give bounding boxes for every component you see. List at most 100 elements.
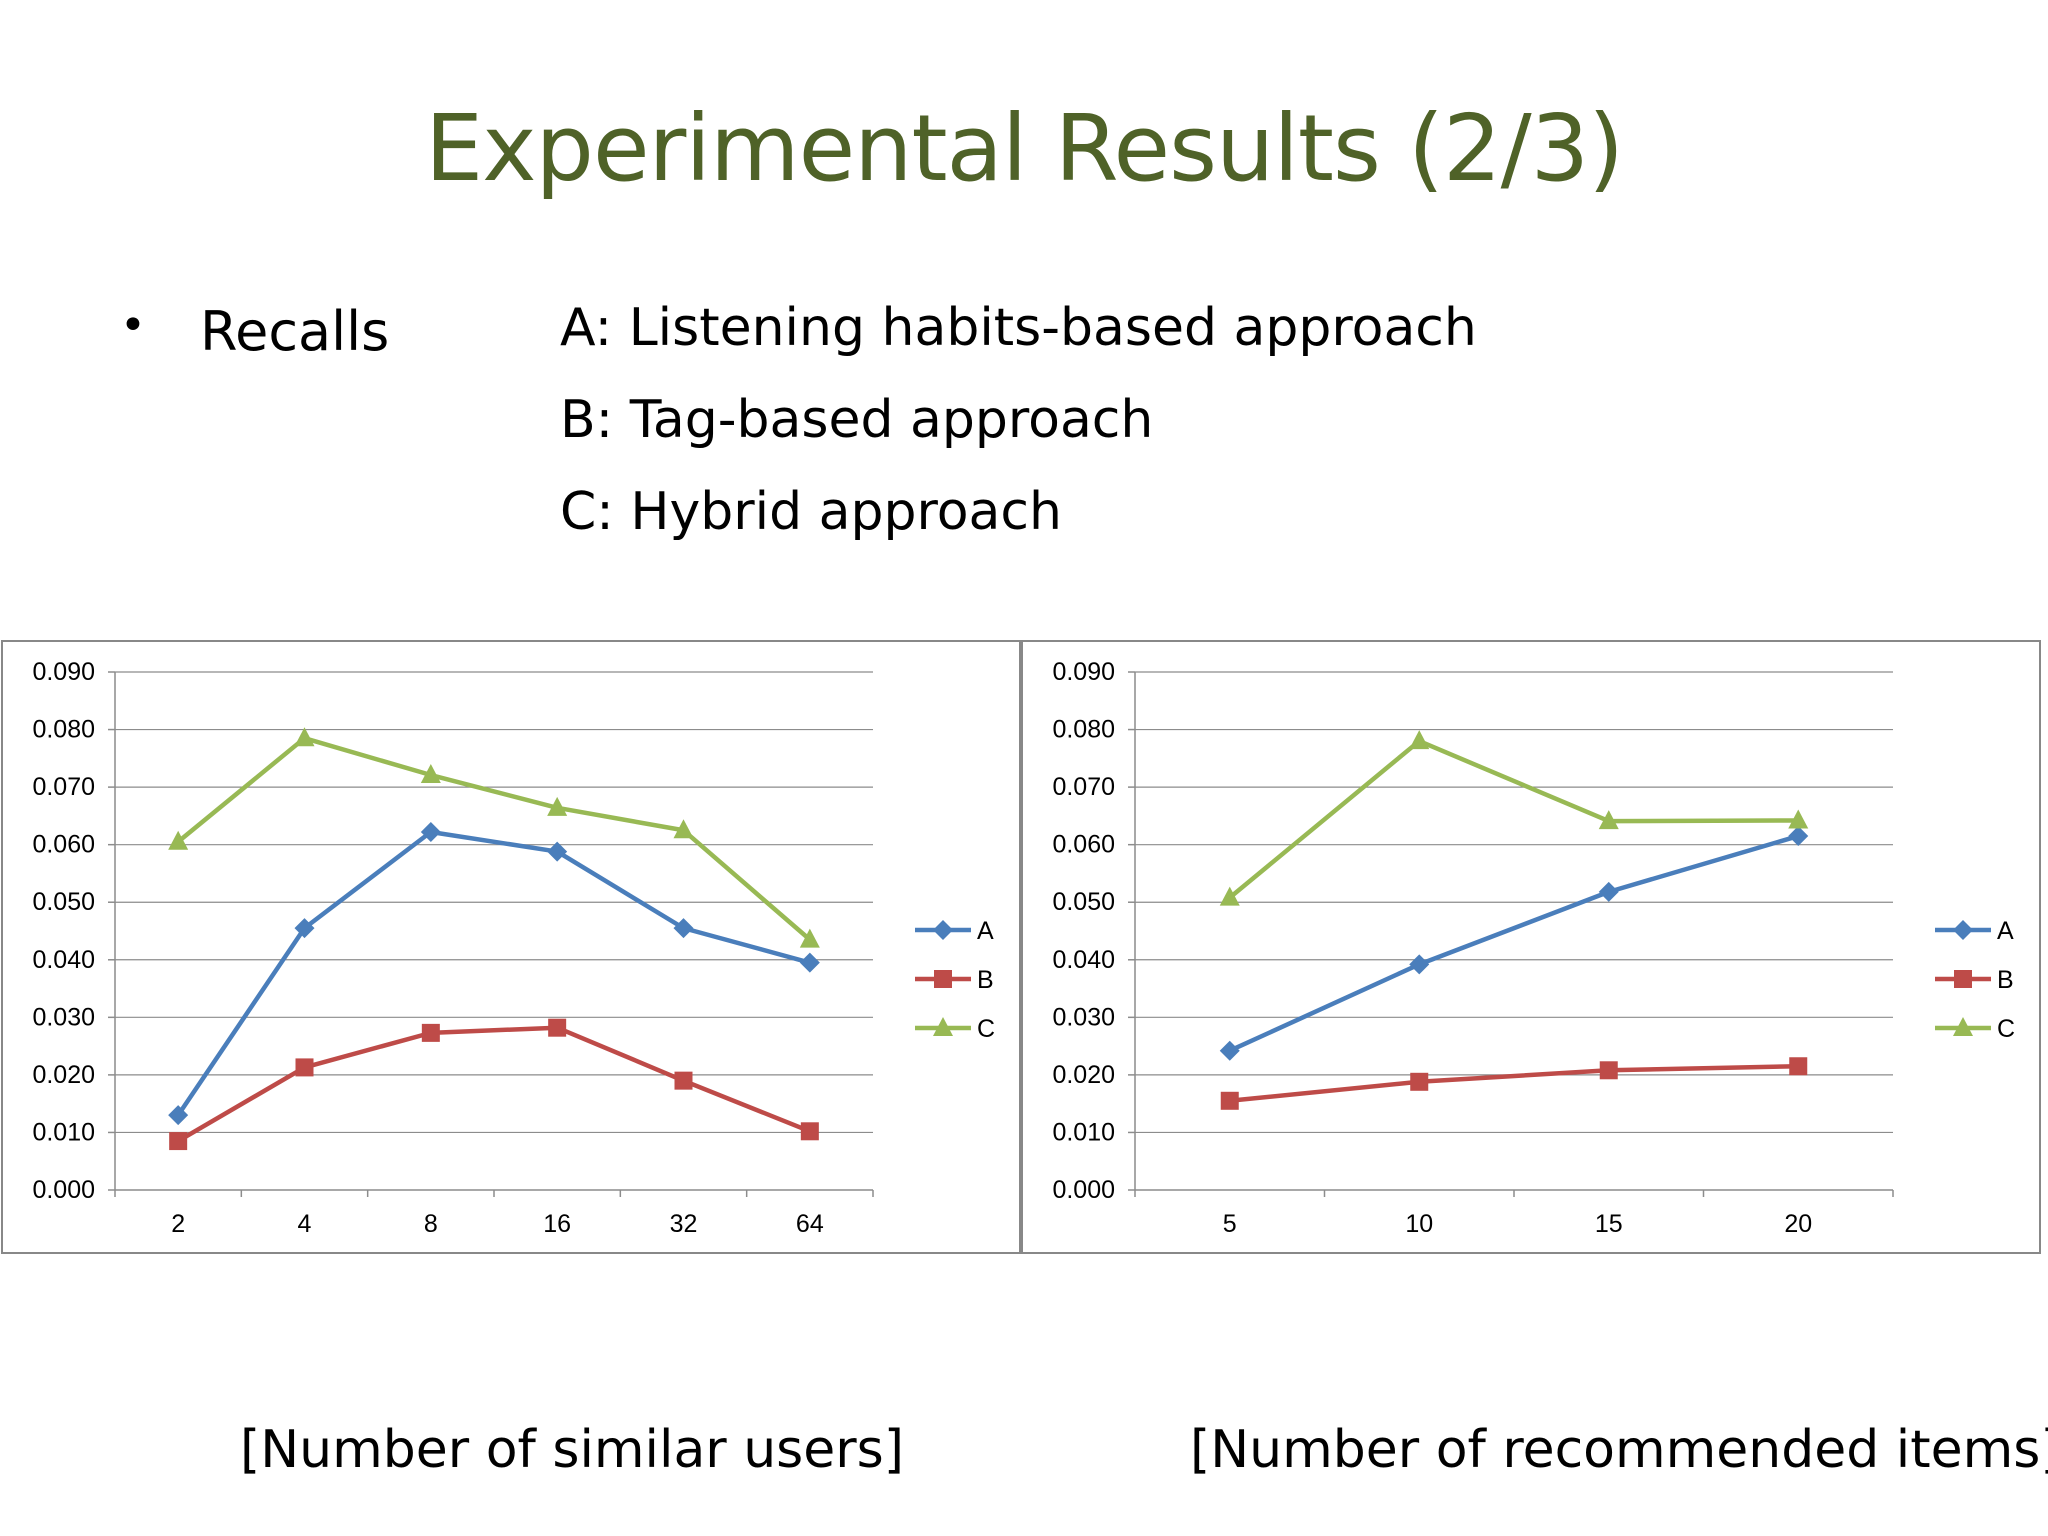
series-c [1219, 730, 1809, 906]
data-point-c [1409, 730, 1430, 750]
y-tick-label: 0.050 [32, 888, 95, 916]
data-point-c [294, 727, 315, 747]
data-point-a [420, 822, 441, 843]
y-tick-label: 0.010 [32, 1118, 95, 1146]
data-point-a [547, 841, 568, 862]
series-line-a [1228, 833, 1799, 1053]
y-tick-label: 0.020 [32, 1061, 95, 1089]
y-tick-label: 0.040 [1052, 946, 1115, 974]
y-tick-label: 0.080 [32, 716, 95, 744]
data-point-a [799, 952, 820, 973]
data-point-b [1410, 1072, 1429, 1091]
x-tick-label: 4 [298, 1210, 312, 1238]
data-point-b [295, 1058, 314, 1077]
data-point-b [1789, 1057, 1808, 1076]
data-point-a [1409, 954, 1430, 975]
x-tick-label: 2 [171, 1210, 185, 1238]
chart-svg-recommended-items: 0.000 0.010 0.020 0.030 0.040 0.050 0.060 0.070… [1052, 658, 2015, 1238]
series-b [169, 1018, 819, 1151]
y-tick-label: 0.050 [1052, 888, 1115, 916]
data-point-a [1598, 881, 1619, 902]
legend-entry-a: A [1935, 917, 2014, 945]
y-tick-label: 0.090 [32, 658, 95, 686]
y-tick-label: 0.080 [1052, 716, 1115, 744]
data-point-b [548, 1018, 567, 1037]
data-point-a [1219, 1040, 1240, 1061]
chart-svg-similar-users: 0.000 0.010 0.020 0.030 0.040 0.050 0.060 0.070… [32, 658, 995, 1238]
x-tick-label: 32 [670, 1210, 698, 1238]
legend-entry-c: C [915, 1015, 995, 1043]
legend-label: A [977, 917, 994, 945]
y-tick-label: 0.030 [32, 1003, 95, 1031]
data-point-c [420, 764, 441, 784]
bullet-recalls: Recalls [200, 300, 390, 363]
legend-label: B [1997, 966, 2014, 994]
data-point-b [800, 1122, 819, 1141]
legend-entry-b: B [915, 966, 994, 994]
x-tick-label: 8 [424, 1210, 438, 1238]
data-point-c [799, 928, 820, 948]
legend-label: C [977, 1015, 995, 1043]
data-point-a [1788, 826, 1809, 847]
y-tick-label: 0.060 [1052, 831, 1115, 859]
legend-marker-b [1954, 970, 1972, 988]
bullet-dot: • [120, 300, 146, 351]
series-line-a [176, 829, 811, 1117]
legend-label: C [1997, 1015, 2015, 1043]
y-tick-label: 0.070 [1052, 773, 1115, 801]
series-line-c [1228, 738, 1799, 900]
x-tick-label: 64 [796, 1210, 824, 1238]
series-line-b [1229, 1064, 1799, 1104]
series-b [1220, 1057, 1808, 1110]
y-tick-label: 0.070 [32, 773, 95, 801]
data-point-c [168, 830, 189, 850]
legend-marker-a [933, 920, 953, 940]
y-tick-label: 0.000 [1052, 1176, 1115, 1204]
legend-entry-a: A [915, 917, 994, 945]
data-point-a [294, 918, 315, 939]
x-tick-label: 16 [543, 1210, 571, 1238]
series-a [1219, 826, 1809, 1061]
y-tick-label: 0.040 [32, 946, 95, 974]
legend-line-c: C: Hybrid approach [560, 482, 1062, 542]
data-point-c [1788, 809, 1809, 829]
data-point-a [673, 918, 694, 939]
data-point-a [168, 1105, 189, 1126]
chart-recommended-items: 0.000 0.010 0.020 0.030 0.040 0.050 0.060 0.070… [1021, 640, 2041, 1254]
caption-recommended-items: [Number of recommended items] [1190, 1420, 2048, 1480]
x-tick-label: 5 [1223, 1210, 1237, 1238]
y-tick-label: 0.000 [32, 1176, 95, 1204]
data-point-c [673, 819, 694, 839]
y-tick-label: 0.060 [32, 831, 95, 859]
y-tick-label: 0.020 [1052, 1061, 1115, 1089]
legend-entry-c: C [1935, 1015, 2015, 1043]
data-point-b [421, 1023, 440, 1042]
caption-similar-users: [Number of similar users] [240, 1420, 905, 1480]
x-tick-label: 15 [1595, 1210, 1623, 1238]
legend-marker-b [934, 970, 952, 988]
legend-entry-b: B [1935, 966, 2014, 994]
data-point-b [1599, 1061, 1618, 1080]
x-tick-label: 10 [1405, 1210, 1433, 1238]
y-tick-label: 0.090 [1052, 658, 1115, 686]
series-c [168, 727, 820, 948]
chart-similar-users: 0.000 0.010 0.020 0.030 0.040 0.050 0.060 0.070… [1, 640, 1021, 1254]
legend-label: B [977, 966, 994, 994]
data-point-b [674, 1071, 693, 1090]
legend-marker-a [1953, 920, 1973, 940]
legend-marker-c [1953, 1017, 1973, 1036]
x-tick-label: 20 [1784, 1210, 1812, 1238]
data-point-b [1220, 1091, 1239, 1110]
legend-label: A [1997, 917, 2014, 945]
data-point-c [1598, 810, 1619, 830]
legend-line-b: B: Tag-based approach [560, 390, 1154, 450]
series-line-b [177, 1025, 811, 1144]
y-tick-label: 0.030 [1052, 1003, 1115, 1031]
data-point-b [169, 1132, 188, 1151]
legend-line-a: A: Listening habits-based approach [560, 298, 1477, 358]
y-tick-label: 0.010 [1052, 1118, 1115, 1146]
slide-title: Experimental Results (2/3) [424, 95, 1624, 202]
legend-marker-c [933, 1017, 953, 1036]
data-point-c [1219, 886, 1240, 906]
series-line-c [176, 735, 812, 942]
